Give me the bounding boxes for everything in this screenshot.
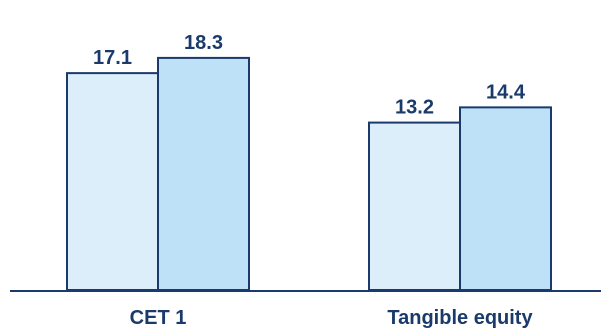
bar-cet-1-1 <box>66 72 159 291</box>
bar-tangible-equity-2 <box>459 106 552 291</box>
bar-cet-1-2 <box>157 56 250 292</box>
data-label: 18.3 <box>184 32 223 54</box>
data-label: 13.2 <box>395 97 434 119</box>
bar-tangible-equity-1 <box>368 121 461 291</box>
bars-group <box>66 56 552 292</box>
category-label: CET 1 <box>130 307 187 329</box>
category-labels-group: CET 1 Tangible equity <box>130 307 534 329</box>
data-label: 14.4 <box>486 81 526 103</box>
category-label: Tangible equity <box>387 307 533 329</box>
value-labels-group: 17.1 18.3 13.2 14.4 <box>93 32 526 119</box>
data-label: 17.1 <box>93 47 132 69</box>
